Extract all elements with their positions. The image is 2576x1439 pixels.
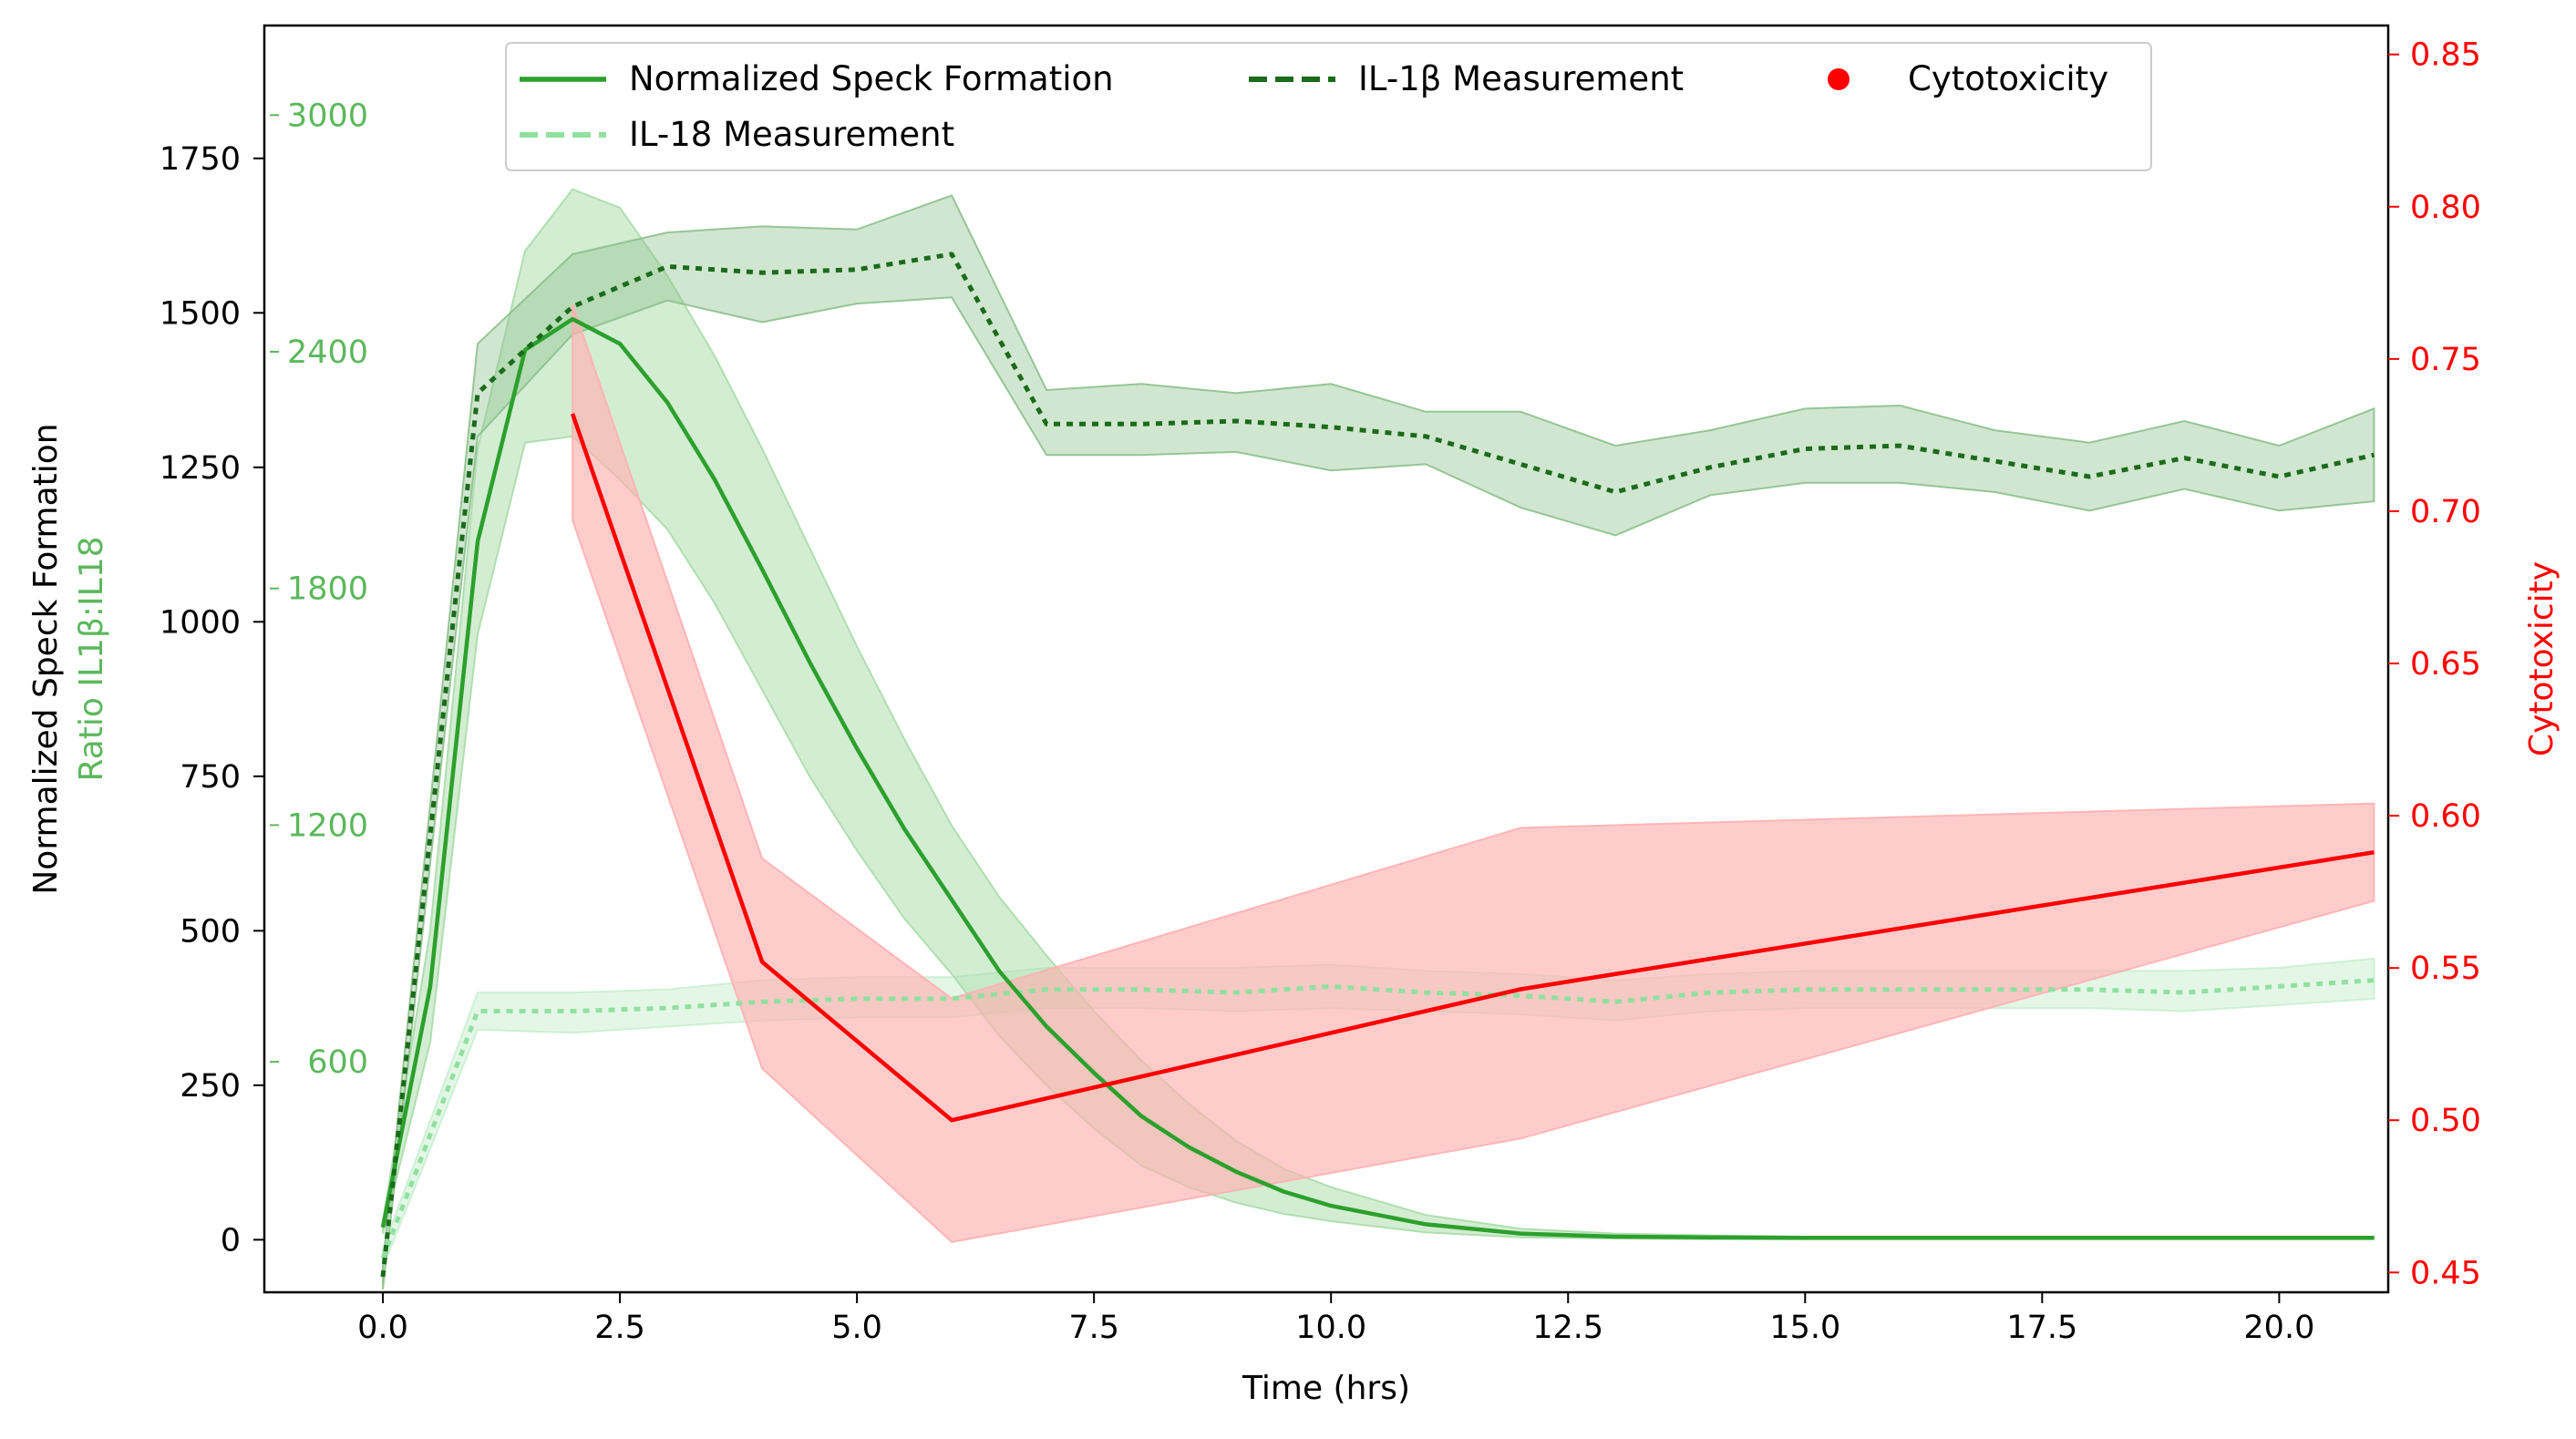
series-lines <box>380 252 2375 1278</box>
band-il-1-measurement <box>382 194 2375 1290</box>
y-right-tick-label: 0.45 <box>2410 1255 2481 1291</box>
plot-frame <box>263 24 2390 1294</box>
y-left-tick-label: 0 <box>221 1222 241 1259</box>
line-il-18-measurement <box>380 978 2375 1259</box>
y-right-tick-label: 0.65 <box>2410 646 2481 683</box>
y-right-tick-label: 0.80 <box>2410 190 2481 226</box>
x-axis-label: Time (hrs) <box>1242 1370 1410 1407</box>
x-tick-label: 10.0 <box>1295 1310 1366 1346</box>
line-normalized-speck-formation <box>380 316 2375 1240</box>
ratio-tick-label: 600 <box>307 1044 368 1081</box>
line-cytotoxicity <box>570 413 2375 1123</box>
x-tick-label: 7.5 <box>1068 1310 1119 1346</box>
y-right-axis: 0.45 0.50 0.55 0.60 0.65 0.70 0.75 0.80 0.85 <box>2388 37 2481 1291</box>
x-tick-label: 2.5 <box>594 1310 645 1346</box>
y-right-tick-label: 0.50 <box>2410 1103 2481 1139</box>
y-left-tick-label: 500 <box>180 913 241 950</box>
y-right-tick-label: 0.55 <box>2410 951 2481 987</box>
line-il-1-measurement <box>380 252 2375 1278</box>
ratio-tick-label: 1200 <box>287 807 368 844</box>
y-left-tick-label: 1000 <box>160 604 241 641</box>
y-left-tick-label: 250 <box>180 1068 241 1105</box>
x-tick-label: 15.0 <box>1769 1310 1840 1346</box>
y-right-tick-label: 0.70 <box>2410 494 2481 530</box>
y-right-tick-label: 0.85 <box>2410 37 2481 74</box>
ratio-tick-label: 1800 <box>287 571 368 608</box>
x-axis: 0.0 2.5 5.0 7.5 10.0 12.5 15.0 17.5 20.0 <box>357 1292 2314 1346</box>
x-tick-label: 20.0 <box>2243 1310 2314 1346</box>
x-tick-label: 12.5 <box>1532 1310 1603 1346</box>
ratio-axis-label: Ratio IL1β:IL18 <box>73 536 110 781</box>
y-left-tick-label: 1500 <box>160 295 241 332</box>
y-right-tick-label: 0.75 <box>2410 342 2481 378</box>
ratio-tick-label: 3000 <box>287 98 368 134</box>
x-tick-label: 17.5 <box>2006 1310 2077 1346</box>
legend-frame <box>505 42 2152 171</box>
legend-label-il18: IL-18 Measurement <box>629 115 954 154</box>
legend-label-il1b: IL-1β Measurement <box>1358 59 1684 98</box>
y-left-tick-label: 1750 <box>160 141 241 178</box>
legend-swatch-cytotoxicity <box>1828 68 1850 90</box>
ratio-axis: 3000 2400 1800 1200 600 <box>270 98 368 1081</box>
y-left-tick-label: 1250 <box>160 450 241 487</box>
legend-label-cytotoxicity: Cytotoxicity <box>1908 59 2108 98</box>
legend-label-speck: Normalized Speck Formation <box>629 59 1114 98</box>
y-left-tick-label: 750 <box>180 759 241 796</box>
y-right-tick-label: 0.60 <box>2410 798 2481 835</box>
x-tick-label: 0.0 <box>357 1310 408 1346</box>
band-cytotoxicity <box>572 303 2375 1243</box>
ratio-tick-label: 2400 <box>287 334 368 371</box>
x-tick-label: 5.0 <box>831 1310 882 1346</box>
y-left-axis-label: Normalized Speck Formation <box>27 423 65 894</box>
y-left-axis: 0 250 500 750 1000 1250 1500 1750 <box>160 141 264 1259</box>
legend: Normalized Speck Formation IL-1β Measure… <box>505 42 2152 171</box>
confidence-bands <box>382 188 2375 1290</box>
y-right-axis-label: Cytotoxicity <box>2523 561 2561 756</box>
